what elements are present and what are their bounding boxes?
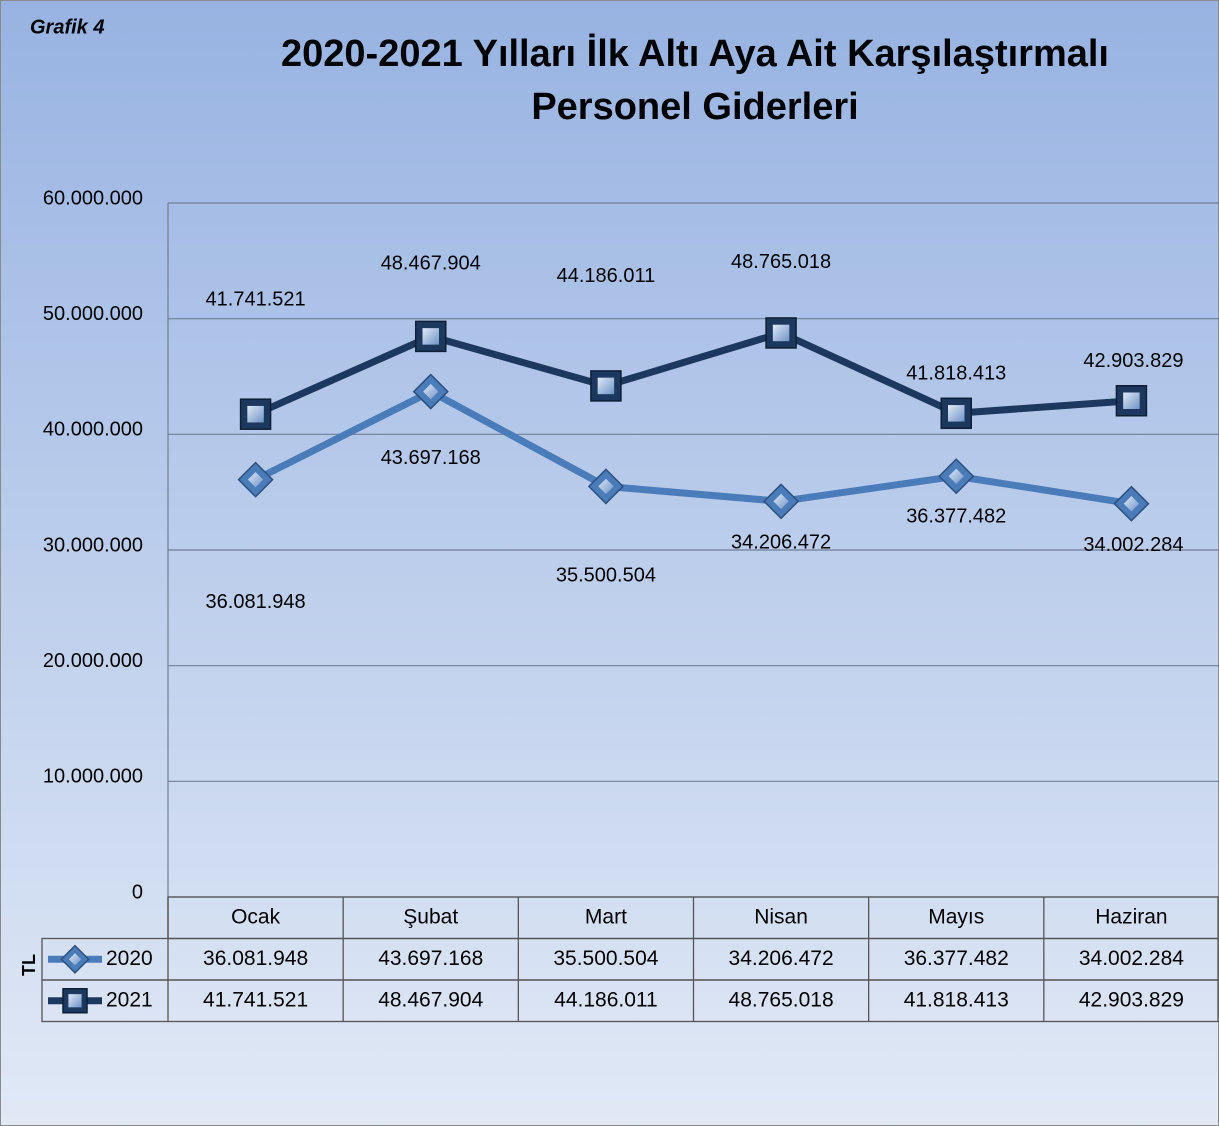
y-tick-label: 60.000.000 [43,187,143,209]
data-label: 48.467.904 [381,253,481,275]
marker-face [247,472,264,488]
y-tick-label: 20.000.000 [43,650,143,672]
table-value: 48.467.904 [378,988,483,1011]
table-value: 36.081.948 [203,947,308,970]
chart-title: Personel Giderleri [531,86,858,128]
data-label: 34.206.472 [731,532,831,554]
table-value: 35.500.504 [553,947,658,970]
x-tick-label: Şubat [403,905,458,928]
marker-face [1123,392,1140,409]
table-value: 48.765.018 [729,988,834,1011]
legend-label: 2020 [106,947,153,970]
y-tick-label: 10.000.000 [43,766,143,788]
data-label: 44.186.011 [557,265,656,287]
marker-face [423,383,439,400]
x-tick-label: Mart [585,905,627,928]
table-value: 41.818.413 [904,988,1009,1011]
data-label: 41.818.413 [906,363,1006,385]
y-tick-label: 50.000.000 [43,303,143,325]
marker-face [948,405,965,422]
y-tick-label: 40.000.000 [43,419,143,441]
y-axis-label: TL [19,954,39,976]
marker-face [598,478,614,495]
table-value: 41.741.521 [203,988,308,1011]
data-label: 48.765.018 [731,251,831,273]
series-line [254,388,1132,508]
table-value: 34.002.284 [1079,947,1184,970]
marker [239,398,272,430]
x-tick-label: Ocak [231,905,281,928]
marker-face [773,493,789,509]
x-tick-label: Haziran [1095,905,1167,928]
table-row [41,979,1219,1023]
table-value: 44.186.011 [554,988,658,1011]
table-value: 34.206.472 [729,947,834,970]
data-label: 41.741.521 [206,288,306,310]
series-line [254,329,1132,418]
data-label: 42.903.829 [1083,350,1183,372]
data-label: 43.697.168 [381,447,481,469]
chart-subtitle: Grafik 4 [30,16,104,38]
marker-face [68,953,82,966]
marker-face [772,324,790,342]
table-value: 42.903.829 [1079,988,1184,1011]
y-tick-label: 30.000.000 [43,534,143,556]
chart-title: 2020-2021 Yılları İlk Altı Aya Ait Karşı… [281,33,1109,75]
marker-face [597,377,615,395]
marker-face [1123,496,1140,512]
data-label: 36.377.482 [906,506,1006,528]
marker-face [948,468,964,484]
x-tick-label: Mayıs [928,905,984,928]
data-label: 36.081.948 [206,591,306,613]
table-value: 36.377.482 [904,947,1009,970]
y-tick-label: 0 [132,881,143,903]
marker-face [247,405,264,423]
data-label: 34.002.284 [1083,534,1183,556]
data-label: 35.500.504 [556,565,656,587]
marker-face [422,328,439,345]
legend-label: 2021 [106,988,153,1011]
marker-face [68,994,82,1008]
table-value: 43.697.168 [378,947,483,970]
x-tick-label: Nisan [754,905,808,928]
